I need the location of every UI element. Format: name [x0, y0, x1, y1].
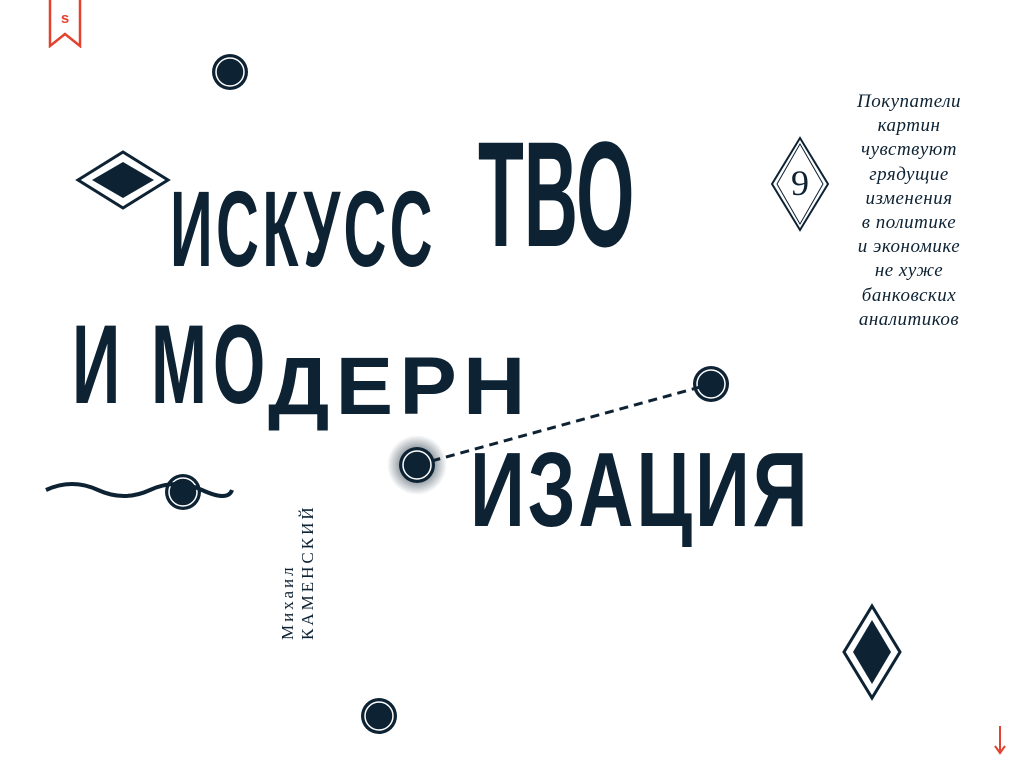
- title-line-1b: ТВО: [478, 110, 635, 278]
- dot-icon-wave: [165, 474, 201, 510]
- author-name: Михаил КАМЕНСКИЙ: [278, 504, 318, 640]
- bookmark-logo-icon[interactable]: s: [48, 0, 82, 49]
- quote-line: чувствуют: [861, 139, 957, 161]
- dashed-connector: [416, 382, 712, 467]
- quote-line: грядущие: [869, 163, 949, 185]
- quote-line: и экономике: [857, 236, 961, 258]
- diamond-icon-bottom: [842, 603, 902, 701]
- issue-number: 9: [791, 163, 809, 203]
- author-first-name: Михаил: [278, 564, 297, 640]
- title-line-2a: И МО: [72, 302, 272, 427]
- title-line-3: ИЗАЦИЯ: [470, 431, 811, 549]
- author-last-name: КАМЕНСКИЙ: [298, 504, 317, 640]
- dot-icon-top: [212, 54, 248, 90]
- quote-line: изменения: [865, 187, 953, 209]
- quote-line: картин: [877, 115, 941, 137]
- quote-line: банковских: [861, 284, 957, 306]
- logo-letter: s: [60, 10, 70, 27]
- title-line-1a: ИСКУСС: [170, 168, 436, 289]
- quote-line: не хуже: [874, 260, 944, 282]
- quote-line: в политике: [861, 212, 957, 234]
- wave-icon: [45, 482, 234, 498]
- arrow-down-icon[interactable]: [992, 726, 1008, 756]
- diamond-icon-left: [75, 150, 171, 210]
- pull-quote: Покупатели картин чувствуют грядущие изм…: [836, 90, 982, 332]
- quote-line: аналитиков: [858, 308, 960, 330]
- quote-line: Покупатели: [856, 91, 961, 112]
- dot-icon-bottom: [361, 698, 397, 734]
- title-line-2b: ДЕРН: [268, 341, 532, 432]
- issue-number-badge: 9: [770, 136, 830, 232]
